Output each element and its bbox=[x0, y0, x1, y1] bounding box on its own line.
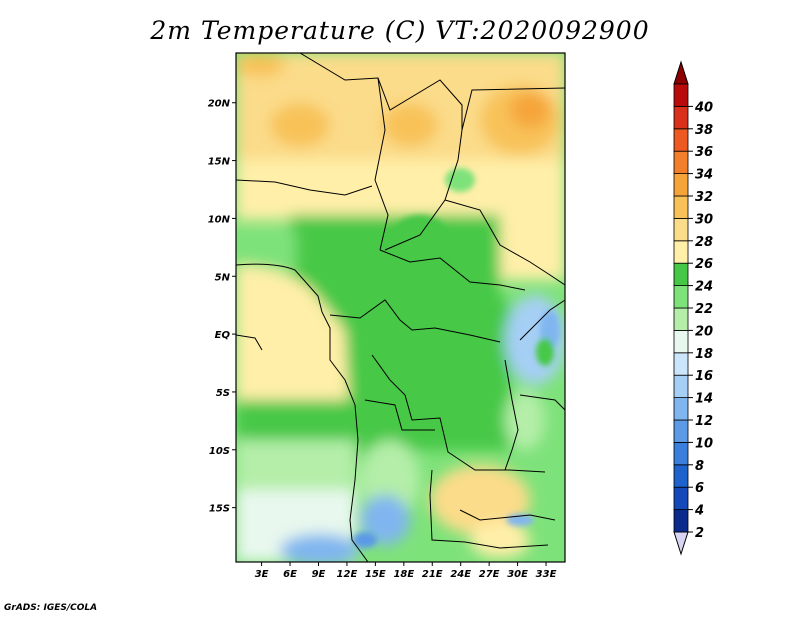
colorbar-label: 28 bbox=[695, 235, 713, 250]
colorbar-label: 36 bbox=[695, 145, 713, 160]
lat-tick-label: 5S bbox=[216, 388, 230, 399]
lat-tick-label: 20N bbox=[208, 99, 231, 110]
colorbar-swatch bbox=[673, 128, 689, 152]
colorbar-swatch bbox=[673, 195, 689, 219]
colorbar-label: 20 bbox=[695, 324, 713, 339]
lat-tick-label: 15S bbox=[209, 504, 230, 515]
lon-tick-label: 9E bbox=[312, 569, 326, 580]
lon-tick-label: 30E bbox=[507, 569, 528, 580]
colorbar-swatch bbox=[673, 397, 689, 421]
lon-tick-label: 12E bbox=[337, 569, 358, 580]
colorbar-swatch bbox=[673, 441, 689, 466]
lon-tick-label: 3E bbox=[255, 569, 269, 580]
grads-credit: GrADS: IGES/COLA bbox=[4, 603, 98, 613]
colorbar-swatch bbox=[673, 464, 689, 488]
colorbar-label: 2 bbox=[695, 526, 704, 541]
colorbar-label: 26 bbox=[695, 257, 713, 272]
colorbar-swatch bbox=[673, 352, 689, 376]
colorbar-under-triangle bbox=[673, 531, 689, 556]
colorbar-swatch bbox=[673, 285, 689, 309]
lat-tick-label: 5N bbox=[215, 272, 231, 283]
latitude-axis: 20N 15N 10N 5N EQ 5S 10S 15S bbox=[208, 99, 236, 515]
lon-tick-label: 15E bbox=[365, 569, 386, 580]
colorbar-swatch bbox=[673, 217, 689, 242]
colorbar-swatch bbox=[673, 240, 689, 264]
map-frame bbox=[235, 52, 566, 563]
colorbar-label: 14 bbox=[695, 392, 713, 407]
colorbar-label: 30 bbox=[695, 212, 713, 227]
colorbar-swatch bbox=[673, 262, 689, 287]
colorbar-swatch bbox=[673, 173, 689, 197]
colorbar-label: 8 bbox=[695, 459, 704, 474]
lon-tick-label: 6E bbox=[283, 569, 297, 580]
temperature-field bbox=[236, 53, 565, 562]
colorbar-swatch bbox=[673, 150, 689, 174]
lon-tick-label: 27E bbox=[479, 569, 500, 580]
longitude-axis: 3E 6E 9E 12E 15E 18E 21E 24E 27E 30E 33E bbox=[255, 562, 557, 580]
colorbar-label: 10 bbox=[695, 436, 713, 451]
lat-tick-label: 15N bbox=[208, 157, 231, 168]
colorbar-label: 34 bbox=[695, 168, 713, 183]
colorbar-label: 18 bbox=[695, 347, 713, 362]
colorbar-swatch bbox=[673, 419, 689, 443]
lon-tick-label: 33E bbox=[536, 569, 557, 580]
colorbar-label: 38 bbox=[695, 123, 713, 138]
lat-tick-label: EQ bbox=[215, 330, 231, 341]
colorbar-label: 12 bbox=[695, 414, 713, 429]
colorbar-label: 32 bbox=[695, 190, 713, 205]
lat-tick-label: 10N bbox=[208, 214, 231, 225]
colorbar-swatch bbox=[673, 374, 689, 399]
country-borders bbox=[236, 53, 565, 562]
colorbar-swatch bbox=[673, 106, 689, 130]
lon-tick-label: 24E bbox=[450, 569, 471, 580]
colorbar-swatch bbox=[673, 329, 689, 354]
colorbar-label: 22 bbox=[695, 302, 713, 317]
colorbar-label: 6 bbox=[695, 481, 704, 496]
lat-tick-label: 10S bbox=[209, 446, 230, 457]
colorbar-swatch bbox=[673, 307, 689, 331]
colorbar-label: 24 bbox=[695, 280, 713, 295]
colorbar-over-triangle bbox=[673, 60, 689, 85]
colorbar-swatch bbox=[673, 509, 689, 533]
colorbar-swatch bbox=[673, 83, 689, 107]
lon-tick-label: 21E bbox=[422, 569, 443, 580]
colorbar-swatch bbox=[673, 486, 689, 511]
colorbar-label: 4 bbox=[694, 504, 704, 519]
colorbar-label: 40 bbox=[694, 100, 713, 115]
colorbar-label: 16 bbox=[695, 369, 713, 384]
chart-title: 2m Temperature (C) VT:2020092900 bbox=[150, 16, 650, 45]
lon-tick-label: 18E bbox=[393, 569, 414, 580]
